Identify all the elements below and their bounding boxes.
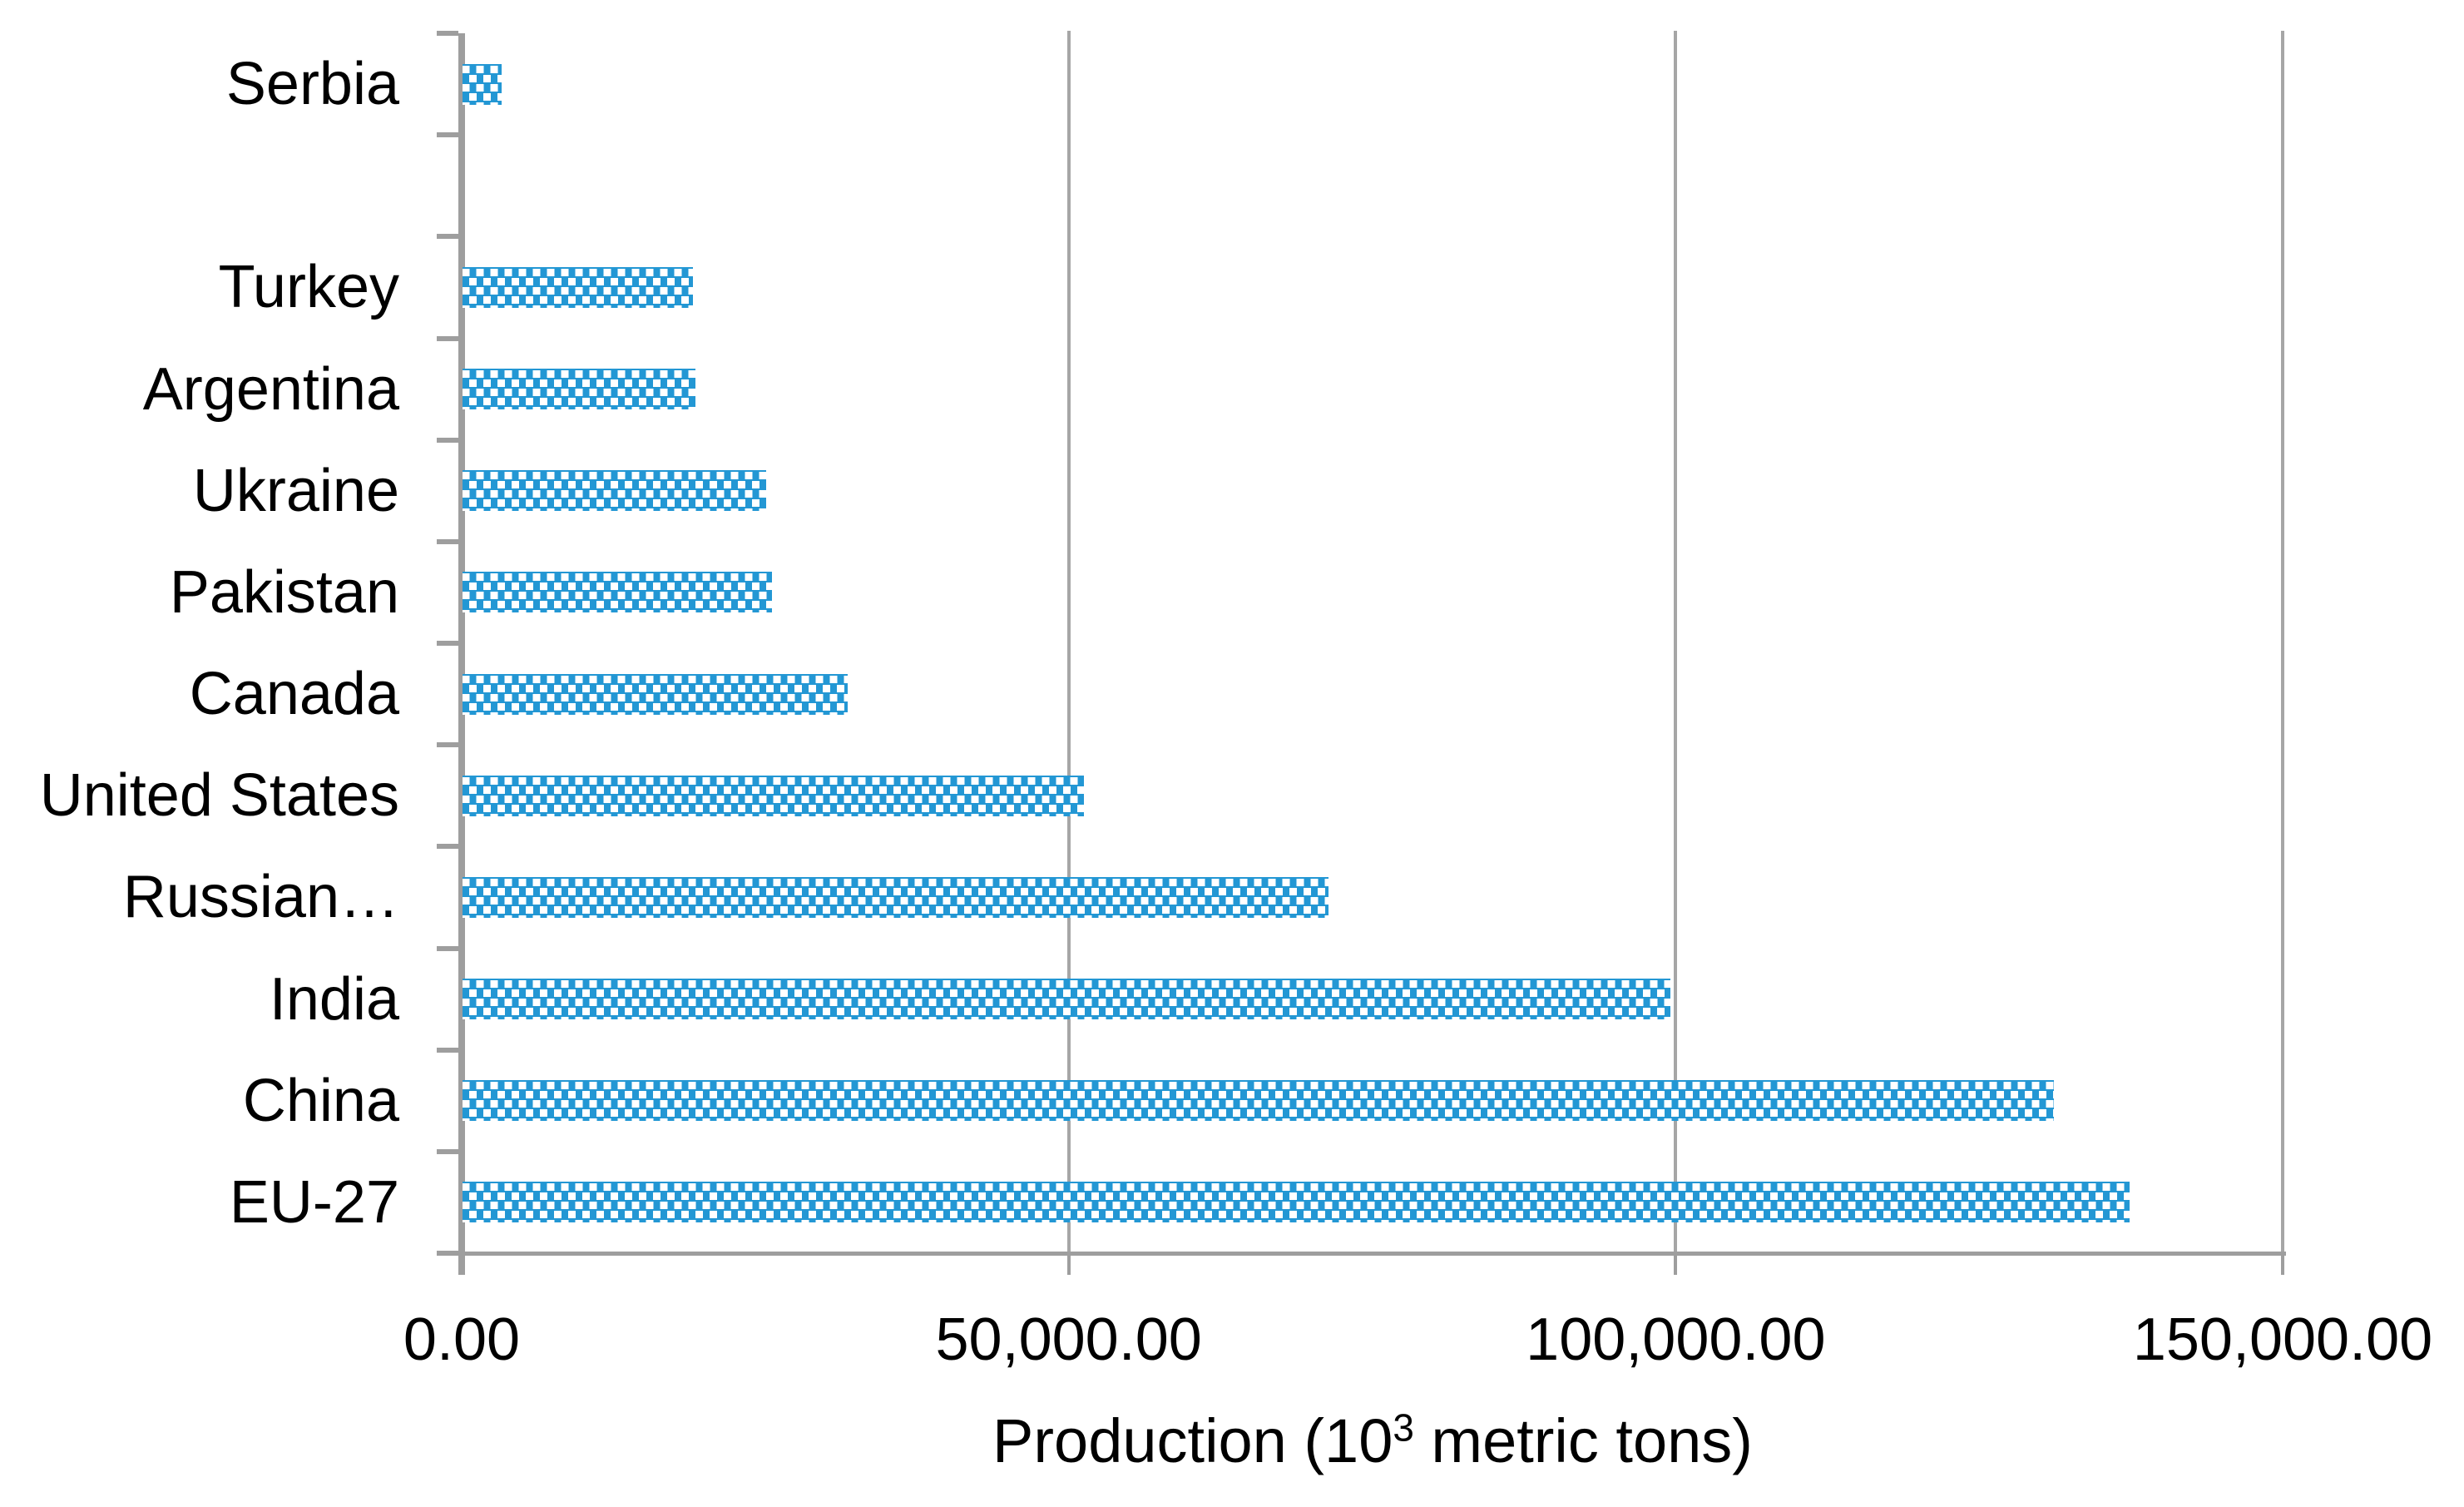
x-axis-title-superscript: 3 bbox=[1393, 1405, 1414, 1450]
y-axis-tick bbox=[437, 641, 458, 646]
category-label-china: China bbox=[242, 1067, 399, 1134]
category-label-ukraine: Ukraine bbox=[192, 457, 399, 524]
category-label-serbia: Serbia bbox=[225, 51, 399, 118]
y-axis-tick bbox=[437, 31, 458, 36]
category-label-united-states: United States bbox=[39, 762, 399, 830]
bar-india bbox=[463, 979, 1670, 1020]
gridline-150000 bbox=[2281, 31, 2284, 1253]
category-label-russian: Russian… bbox=[122, 864, 399, 931]
bar-canada bbox=[463, 673, 848, 715]
y-axis-tick bbox=[437, 945, 458, 951]
y-axis-tick bbox=[437, 538, 458, 544]
y-axis-tick bbox=[437, 335, 458, 341]
gridline-50000 bbox=[1066, 31, 1071, 1253]
y-axis-tick bbox=[437, 742, 458, 748]
y-axis-tick bbox=[437, 1047, 458, 1053]
x-axis-tick bbox=[1674, 1253, 1678, 1275]
y-axis-tick bbox=[437, 132, 458, 138]
y-axis-tick bbox=[437, 234, 458, 240]
x-axis-title-pre: Production (10 bbox=[992, 1406, 1393, 1475]
bar-china bbox=[463, 1080, 2054, 1122]
x-tick-label-0: 0.00 bbox=[403, 1306, 521, 1373]
category-label-pakistan: Pakistan bbox=[169, 558, 399, 626]
x-axis-tick bbox=[2281, 1253, 2284, 1275]
y-axis-tick bbox=[437, 1148, 458, 1154]
bar-united-states bbox=[463, 775, 1084, 816]
y-axis-tick bbox=[437, 844, 458, 850]
gridline-100000 bbox=[1674, 31, 1678, 1253]
bar-pakistan bbox=[463, 572, 772, 613]
bar-serbia bbox=[463, 63, 502, 105]
x-axis-line bbox=[458, 1252, 2286, 1256]
x-tick-label-100000: 100,000.00 bbox=[1526, 1306, 1826, 1373]
bar-argentina bbox=[463, 369, 695, 410]
bar-ukraine bbox=[463, 470, 766, 512]
bar-russian bbox=[463, 876, 1328, 918]
x-axis-title-post: metric tons) bbox=[1413, 1406, 1753, 1475]
x-axis-tick bbox=[1066, 1253, 1071, 1275]
category-label-india: India bbox=[269, 965, 399, 1033]
x-tick-label-50000: 50,000.00 bbox=[935, 1306, 1202, 1373]
category-label-canada: Canada bbox=[189, 661, 399, 728]
bar-turkey bbox=[463, 266, 693, 308]
category-label-turkey: Turkey bbox=[218, 254, 399, 321]
category-label-eu-27: EU-27 bbox=[229, 1168, 399, 1236]
bar-eu-27 bbox=[463, 1182, 2130, 1223]
x-axis-title: Production (103 metric tons) bbox=[992, 1403, 1753, 1480]
y-axis-tick bbox=[437, 437, 458, 443]
y-axis-line bbox=[458, 33, 465, 1275]
category-label-argentina: Argentina bbox=[142, 355, 399, 423]
x-tick-label-150000: 150,000.00 bbox=[2132, 1306, 2433, 1373]
y-axis-tick bbox=[437, 1251, 458, 1256]
